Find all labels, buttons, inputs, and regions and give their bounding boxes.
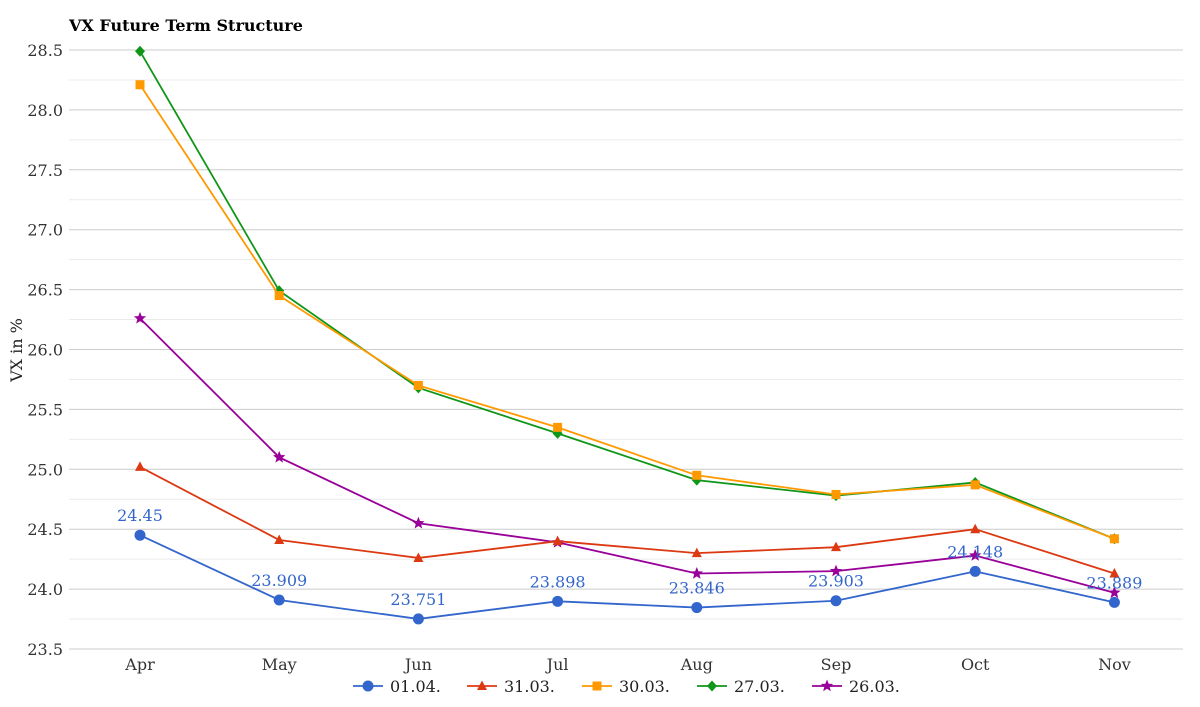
gridlines [69, 49, 1183, 650]
legend-marker-circle [362, 680, 374, 692]
legend-label: 01.04. [390, 677, 441, 696]
x-tick-label: Oct [961, 655, 990, 674]
data-point-triangle [413, 552, 424, 562]
data-label: 23.903 [808, 572, 864, 591]
x-tick-label: Apr [124, 655, 155, 674]
series-line [139, 317, 1115, 594]
x-tick-label: May [262, 655, 297, 674]
data-point-circle [969, 565, 981, 577]
data-label: 23.889 [1086, 573, 1142, 592]
legend-item: 30.03. [582, 677, 670, 696]
data-point-square [135, 80, 145, 90]
data-point-square [692, 470, 702, 480]
legend-marker-triangle [477, 680, 487, 690]
data-label: 24.148 [947, 542, 1003, 561]
series-line [139, 50, 1115, 540]
x-axis-ticks: Apr May Jun Jul Aug Sep Oct Nov [124, 655, 1130, 674]
legend-label: 30.03. [619, 677, 670, 696]
data-point-star [829, 564, 843, 577]
data-label: 23.898 [530, 572, 586, 591]
y-axis-ticks: 23.5 24.0 24.5 25.0 25.5 26.0 26.5 27.0 27.5 28.0… [27, 41, 63, 659]
series-line [139, 534, 1115, 620]
y-tick-label: 24.0 [27, 580, 63, 599]
legend-marker-diamond [707, 680, 717, 692]
series-lines [133, 45, 1121, 625]
data-label: 23.846 [669, 579, 725, 598]
data-point-square [970, 480, 980, 490]
x-tick-label: Aug [680, 655, 713, 674]
legend-item: 31.03. [467, 677, 555, 696]
data-point-square [1109, 534, 1119, 544]
data-point-square [413, 380, 423, 390]
y-tick-label: 23.5 [27, 640, 63, 659]
y-tick-label: 27.5 [27, 161, 63, 180]
data-point-circle [552, 595, 564, 607]
y-tick-label: 25.0 [27, 460, 63, 479]
data-point-triangle [831, 541, 841, 552]
data-point-square [274, 291, 284, 301]
legend: 01.04. 31.03. 30.03. 27.03. 26.03. [353, 677, 900, 696]
data-point-circle [1108, 596, 1120, 608]
y-tick-label: 28.0 [27, 101, 63, 120]
data-point-star [1108, 586, 1121, 598]
legend-marker-square [592, 681, 602, 691]
x-tick-label: Jul [545, 655, 569, 674]
data-point-star [273, 450, 286, 463]
data-point-star [969, 549, 982, 561]
data-labels: 24.45 23.909 23.751 23.898 23.846 23.903 24.14… [117, 506, 1142, 609]
series-line [139, 84, 1115, 540]
legend-item: 26.03. [812, 677, 900, 696]
series-30.03. [135, 80, 1119, 544]
data-point-triangle [552, 535, 563, 546]
legend-item: 01.04. [353, 677, 441, 696]
data-point-triangle [970, 523, 981, 534]
x-tick-label: Nov [1098, 655, 1131, 674]
y-tick-label: 27.0 [27, 221, 63, 240]
legend-label: 26.03. [849, 677, 900, 696]
legend-marker-star [820, 679, 834, 692]
data-point-star [412, 516, 425, 529]
data-point-star [690, 567, 703, 579]
y-tick-label: 26.0 [27, 341, 63, 360]
data-point-triangle [274, 534, 285, 544]
data-point-diamond [135, 45, 145, 57]
x-tick-label: Sep [821, 655, 852, 674]
y-tick-label: 26.5 [27, 281, 63, 300]
data-point-circle [412, 613, 424, 625]
data-point-triangle [691, 547, 702, 558]
data-point-triangle [1109, 568, 1120, 578]
data-point-star [133, 311, 147, 324]
data-point-square [831, 489, 841, 499]
data-point-triangle [135, 461, 145, 471]
x-tick-label: Jun [403, 655, 432, 674]
legend-item: 27.03. [697, 677, 785, 696]
data-point-square [553, 422, 563, 432]
data-point-circle [134, 529, 146, 541]
y-tick-label: 25.5 [27, 400, 63, 419]
y-tick-label: 24.5 [27, 520, 63, 539]
data-label: 24.45 [117, 506, 163, 525]
series-31.03. [135, 461, 1120, 578]
data-label: 23.751 [390, 590, 446, 609]
data-point-circle [691, 602, 703, 614]
chart-title: VX Future Term Structure [68, 16, 303, 35]
data-label: 23.909 [251, 571, 307, 590]
series-01.04. [134, 529, 1120, 625]
y-axis-label: VX in % [7, 318, 26, 383]
y-tick-label: 28.5 [27, 41, 63, 60]
data-point-circle [273, 594, 285, 606]
data-point-circle [830, 595, 842, 607]
legend-label: 31.03. [504, 677, 555, 696]
legend-label: 27.03. [734, 677, 785, 696]
series-line [139, 466, 1115, 575]
